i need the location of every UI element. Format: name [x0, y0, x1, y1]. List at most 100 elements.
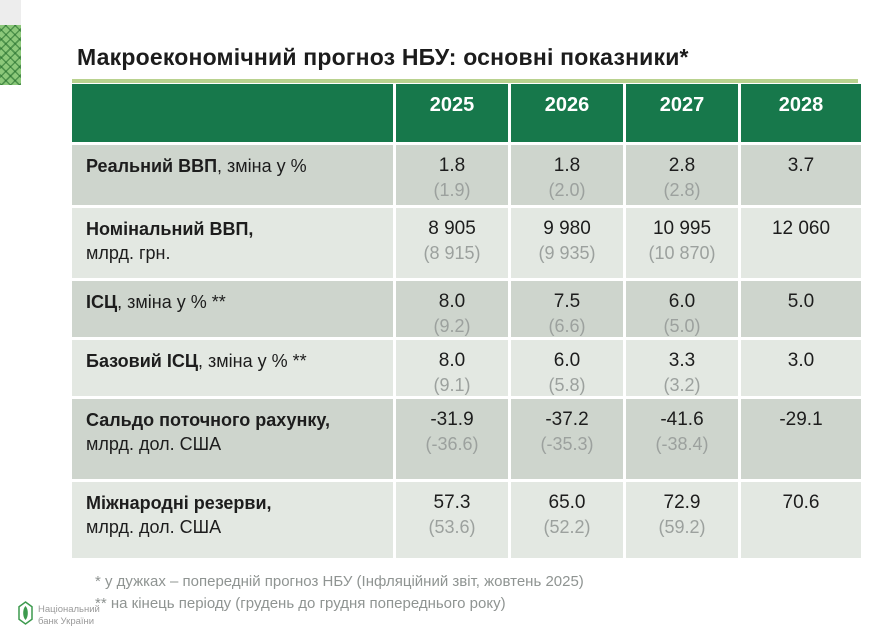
- current-forecast: 6.0: [553, 350, 581, 371]
- value-cell: 3.7: [741, 145, 861, 205]
- value-cell: 6.0 (5.0): [626, 281, 738, 338]
- previous-forecast: (9 935): [538, 242, 596, 263]
- value-cell: 72.9 (59.2): [626, 482, 738, 558]
- current-forecast: -41.6: [660, 409, 704, 430]
- current-forecast: 7.5: [553, 291, 581, 312]
- previous-forecast: (59.2): [658, 516, 706, 537]
- current-forecast: 3.7: [787, 155, 815, 176]
- row-label-bold: Базовий ІСЦ: [86, 351, 199, 371]
- previous-forecast: (3.2): [663, 374, 701, 395]
- current-forecast: 70.6: [782, 492, 820, 513]
- current-forecast: 8 905: [428, 218, 476, 239]
- table-row-core-cpi: Базовий ІСЦ, зміна у % ** 8.0 (9.1) 6.0 (5…: [72, 340, 861, 397]
- value-cell: 70.6: [741, 482, 861, 558]
- current-forecast: -37.2: [545, 409, 589, 430]
- header-empty-cell: [72, 84, 393, 142]
- previous-forecast: (2.0): [548, 179, 586, 200]
- row-label-bold: Номінальний ВВП,: [86, 219, 254, 239]
- value-cell: 57.3 (53.6): [396, 482, 508, 558]
- header-year-2028: 2028: [741, 84, 861, 142]
- value-cell: 2.8 (2.8): [626, 145, 738, 205]
- previous-forecast: (-38.4): [655, 433, 709, 454]
- row-label-rest: , зміна у % **: [117, 292, 226, 312]
- table-row-nominal-gdp: Номінальний ВВП, млрд. грн. 8 905 (8 915)…: [72, 208, 861, 278]
- value-cell: -29.1: [741, 399, 861, 479]
- current-forecast: 3.3: [668, 350, 696, 371]
- value-cell: 8 905 (8 915): [396, 208, 508, 278]
- previous-forecast: (9.1): [433, 374, 471, 395]
- value-cell: 9 980 (9 935): [511, 208, 623, 278]
- footnote-2: ** на кінець періоду (грудень до грудня …: [95, 595, 506, 613]
- current-forecast: 1.8: [553, 155, 581, 176]
- previous-forecast: (8 915): [423, 242, 481, 263]
- previous-forecast: (10 870): [648, 242, 716, 263]
- current-forecast: 6.0: [668, 291, 696, 312]
- nbu-logo-text: Національний банк України: [38, 604, 100, 627]
- header-year-2026: 2026: [511, 84, 623, 142]
- footnotes: * у дужках – попередній прогноз НБУ (Інф…: [72, 571, 858, 615]
- current-forecast: 5.0: [787, 291, 815, 312]
- previous-forecast: (52.2): [543, 516, 591, 537]
- page-title: Макроекономічний прогноз НБУ: основні по…: [77, 44, 689, 70]
- table-row-international-reserves: Міжнародні резерви, млрд. дол. США 57.3 (…: [72, 482, 861, 558]
- header-year-2025: 2025: [396, 84, 508, 142]
- table-row-cpi: ІСЦ, зміна у % ** 8.0 (9.2) 7.5 (6.6) 6.0 (…: [72, 281, 861, 338]
- value-cell: 6.0 (5.8): [511, 340, 623, 397]
- value-cell: 8.0 (9.1): [396, 340, 508, 397]
- table-row-real-gdp: Реальний ВВП, зміна у % 1.8 (1.9) 1.8 (2.0…: [72, 145, 861, 205]
- row-label-bold: Сальдо поточного рахунку,: [86, 410, 331, 430]
- row-label: ІСЦ, зміна у % **: [72, 281, 393, 338]
- value-cell: 65.0 (52.2): [511, 482, 623, 558]
- previous-forecast: (-36.6): [425, 433, 479, 454]
- row-label-line2: млрд. грн.: [86, 243, 171, 264]
- current-forecast: 3.0: [787, 350, 815, 371]
- row-label: Базовий ІСЦ, зміна у % **: [72, 340, 393, 397]
- value-cell: 10 995 (10 870): [626, 208, 738, 278]
- previous-forecast: (6.6): [548, 315, 586, 336]
- value-cell: 8.0 (9.2): [396, 281, 508, 338]
- current-forecast: 8.0: [438, 291, 466, 312]
- row-label-rest: , зміна у % **: [198, 351, 307, 371]
- nbu-logo-line2: банк України: [38, 615, 95, 627]
- row-label-bold: Реальний ВВП: [86, 156, 218, 176]
- value-cell: 1.8 (1.9): [396, 145, 508, 205]
- previous-forecast: (1.9): [433, 179, 471, 200]
- table-row-current-account: Сальдо поточного рахунку, млрд. дол. США…: [72, 399, 861, 479]
- table-header-row: 2025 2026 2027 2028: [72, 84, 861, 142]
- row-label-rest: , зміна у %: [217, 156, 307, 176]
- value-cell: 5.0: [741, 281, 861, 338]
- current-forecast: 12 060: [771, 218, 831, 239]
- current-forecast: 65.0: [548, 492, 586, 513]
- row-label-bold: ІСЦ: [86, 292, 118, 312]
- previous-forecast: (-35.3): [540, 433, 594, 454]
- corner-lattice-pattern: [0, 25, 21, 85]
- header-year-2027: 2027: [626, 84, 738, 142]
- value-cell: -37.2 (-35.3): [511, 399, 623, 479]
- nbu-logo: Національний банк України: [18, 601, 100, 630]
- current-forecast: -31.9: [430, 409, 474, 430]
- corner-gray-block: [0, 0, 21, 25]
- current-forecast: 2.8: [668, 155, 696, 176]
- row-label: Сальдо поточного рахунку, млрд. дол. США: [72, 399, 393, 479]
- current-forecast: 57.3: [433, 492, 471, 513]
- nbu-logo-icon: [18, 601, 33, 630]
- value-cell: 7.5 (6.6): [511, 281, 623, 338]
- value-cell: -31.9 (-36.6): [396, 399, 508, 479]
- nbu-logo-line1: Національний: [38, 604, 100, 616]
- current-forecast: -29.1: [779, 409, 823, 430]
- current-forecast: 1.8: [438, 155, 466, 176]
- value-cell: 1.8 (2.0): [511, 145, 623, 205]
- row-label: Міжнародні резерви, млрд. дол. США: [72, 482, 393, 558]
- value-cell: 12 060: [741, 208, 861, 278]
- previous-forecast: (5.0): [663, 315, 701, 336]
- current-forecast: 72.9: [663, 492, 701, 513]
- previous-forecast: (5.8): [548, 374, 586, 395]
- previous-forecast: (2.8): [663, 179, 701, 200]
- value-cell: 3.0: [741, 340, 861, 397]
- current-forecast: 9 980: [543, 218, 591, 239]
- row-label: Номінальний ВВП, млрд. грн.: [72, 208, 393, 278]
- footnote-1: * у дужках – попередній прогноз НБУ (Інф…: [95, 573, 584, 590]
- value-cell: 3.3 (3.2): [626, 340, 738, 397]
- slide-content: Макроекономічний прогноз НБУ: основні по…: [72, 44, 861, 615]
